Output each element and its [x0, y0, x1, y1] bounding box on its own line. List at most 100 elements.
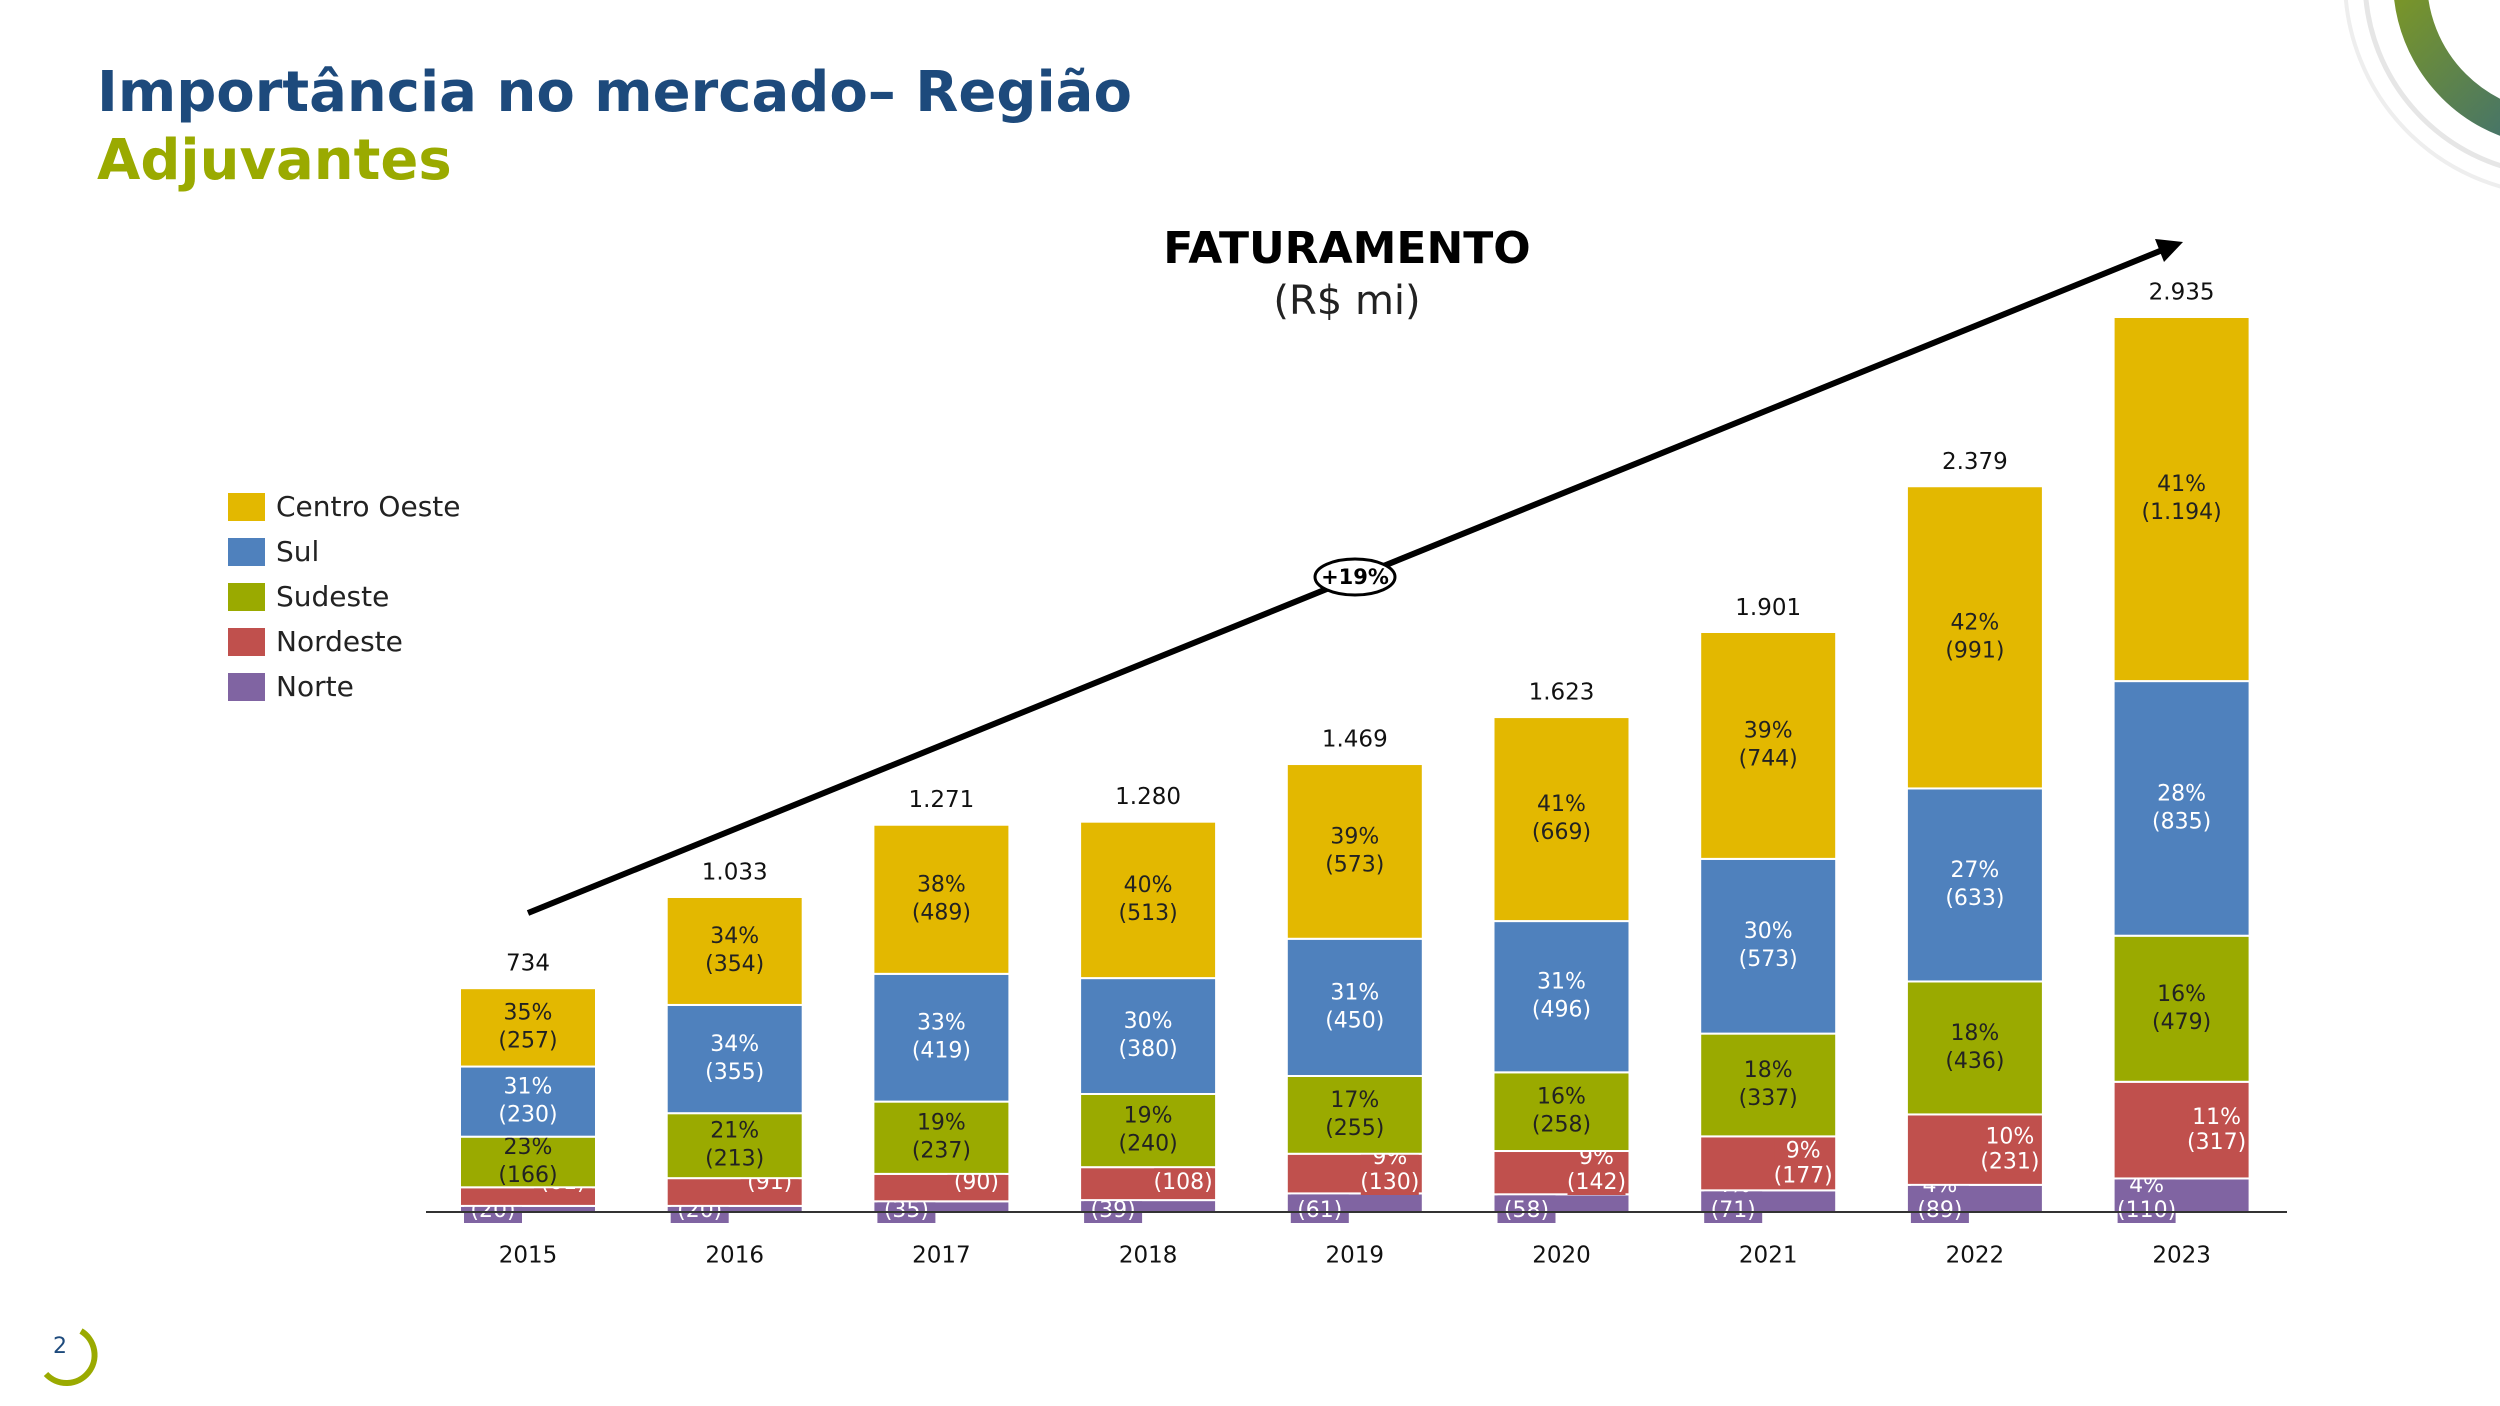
x-tick-label: 2016 — [705, 1243, 764, 1269]
bar-segment — [459, 1135, 597, 1189]
value-label: (419) — [912, 1039, 971, 1064]
x-tick-label: 2015 — [499, 1243, 558, 1269]
value-label: (142) — [1567, 1170, 1626, 1195]
share-label: 27% — [1950, 858, 1999, 883]
value-label: (89) — [1917, 1198, 1962, 1223]
bar-segment — [665, 1112, 804, 1180]
share-label: 18% — [1744, 1058, 1793, 1083]
legend-swatch — [228, 493, 265, 521]
bar-segment — [459, 987, 597, 1068]
value-label: (669) — [1532, 820, 1591, 845]
share-label: 21% — [710, 1119, 759, 1144]
growth-annotation: +19% — [1321, 565, 1389, 589]
page-number: 2 — [53, 1334, 67, 1359]
share-label: 34% — [710, 924, 759, 949]
legend-swatch — [228, 538, 265, 566]
label-box — [2187, 1105, 2246, 1156]
bar-segment — [2112, 680, 2251, 937]
value-label: (633) — [1945, 886, 2004, 911]
page-subtitle: Adjuvantes — [97, 128, 452, 193]
value-label: (835) — [2152, 809, 2211, 834]
value-label: (337) — [1739, 1086, 1798, 1111]
value-label: (230) — [498, 1103, 557, 1128]
bar-segment — [1492, 920, 1631, 1074]
share-label: 38% — [917, 872, 966, 897]
total-label: 1.623 — [1529, 680, 1595, 706]
bar-segment — [1905, 980, 2044, 1116]
share-label: 41% — [1537, 792, 1586, 817]
share-label: 39% — [1330, 824, 1379, 849]
value-label: (61) — [1297, 1198, 1342, 1223]
share-label: 16% — [1537, 1085, 1586, 1110]
value-label: (513) — [1119, 901, 1178, 926]
value-label: (110) — [2117, 1198, 2176, 1223]
legend-label: Sudeste — [276, 580, 389, 613]
value-label: (991) — [1945, 638, 2004, 663]
value-label: (479) — [2152, 1010, 2211, 1035]
bar-segment — [1699, 857, 1838, 1035]
total-label: 1.271 — [908, 787, 974, 813]
legend-swatch — [228, 673, 265, 701]
value-label: (257) — [498, 1028, 557, 1053]
share-label: 31% — [504, 1075, 553, 1100]
share-label: 42% — [1950, 610, 1999, 635]
bar-segment — [665, 895, 804, 1006]
legend-label: Sul — [276, 535, 319, 568]
share-label: 19% — [1124, 1104, 1173, 1129]
value-label: (231) — [1980, 1150, 2039, 1175]
share-label: 28% — [2157, 781, 2206, 806]
value-label: (213) — [705, 1147, 764, 1172]
value-label: (744) — [1739, 746, 1798, 771]
legend-label: Nordeste — [276, 625, 403, 658]
value-label: (436) — [1945, 1049, 2004, 1074]
value-label: (39) — [1091, 1198, 1136, 1223]
value-label: (177) — [1774, 1163, 1833, 1188]
legend-label: Centro Oeste — [276, 490, 461, 523]
bar-segment — [1285, 937, 1424, 1077]
x-tick-label: 2023 — [2152, 1243, 2211, 1269]
chart-subtitle: (R$ mi) — [1273, 278, 1420, 324]
share-label: 39% — [1744, 718, 1793, 743]
value-label: (380) — [1119, 1037, 1178, 1062]
bar-segment — [1079, 977, 1218, 1095]
share-label: 31% — [1537, 970, 1586, 995]
bar-segment — [2112, 934, 2251, 1083]
share-label: 11% — [2192, 1105, 2241, 1130]
total-label: 1.280 — [1115, 784, 1181, 810]
bar-segment — [2112, 316, 2251, 683]
value-label: (496) — [1532, 998, 1591, 1023]
bar-segment — [872, 823, 1011, 975]
share-label: 16% — [2157, 982, 2206, 1007]
value-label: (354) — [705, 952, 764, 977]
bar-segment — [459, 1065, 597, 1138]
value-label: (130) — [1360, 1170, 1419, 1195]
bar-segment — [1905, 485, 2044, 790]
total-label: 1.033 — [702, 859, 768, 885]
bar-segment — [872, 972, 1011, 1103]
x-tick-label: 2019 — [1326, 1243, 1385, 1269]
value-label: (237) — [912, 1139, 971, 1164]
legend-label: Norte — [276, 670, 354, 703]
total-label: 2.935 — [2149, 280, 2215, 306]
label-box — [1980, 1124, 2039, 1175]
share-label: 19% — [917, 1111, 966, 1136]
share-label: 23% — [504, 1135, 553, 1160]
share-label: 17% — [1330, 1088, 1379, 1113]
value-label: (58) — [1504, 1198, 1549, 1223]
value-label: (258) — [1532, 1113, 1591, 1138]
chart-title: FATURAMENTO — [1163, 223, 1530, 274]
bar-segment — [872, 1100, 1011, 1175]
legend-swatch — [228, 628, 265, 656]
bar-segment — [1285, 763, 1424, 940]
x-tick-label: 2017 — [912, 1243, 971, 1269]
legend-swatch — [228, 583, 265, 611]
decoration — [43, 0, 2500, 1386]
value-label: (450) — [1325, 1008, 1384, 1033]
value-label: (166) — [498, 1163, 557, 1188]
x-tick-label: 2022 — [1946, 1243, 2005, 1269]
share-label: 40% — [1124, 873, 1173, 898]
share-label: 34% — [710, 1032, 759, 1057]
share-label: 30% — [1744, 919, 1793, 944]
value-label: (255) — [1325, 1116, 1384, 1141]
label-box — [1774, 1138, 1833, 1189]
